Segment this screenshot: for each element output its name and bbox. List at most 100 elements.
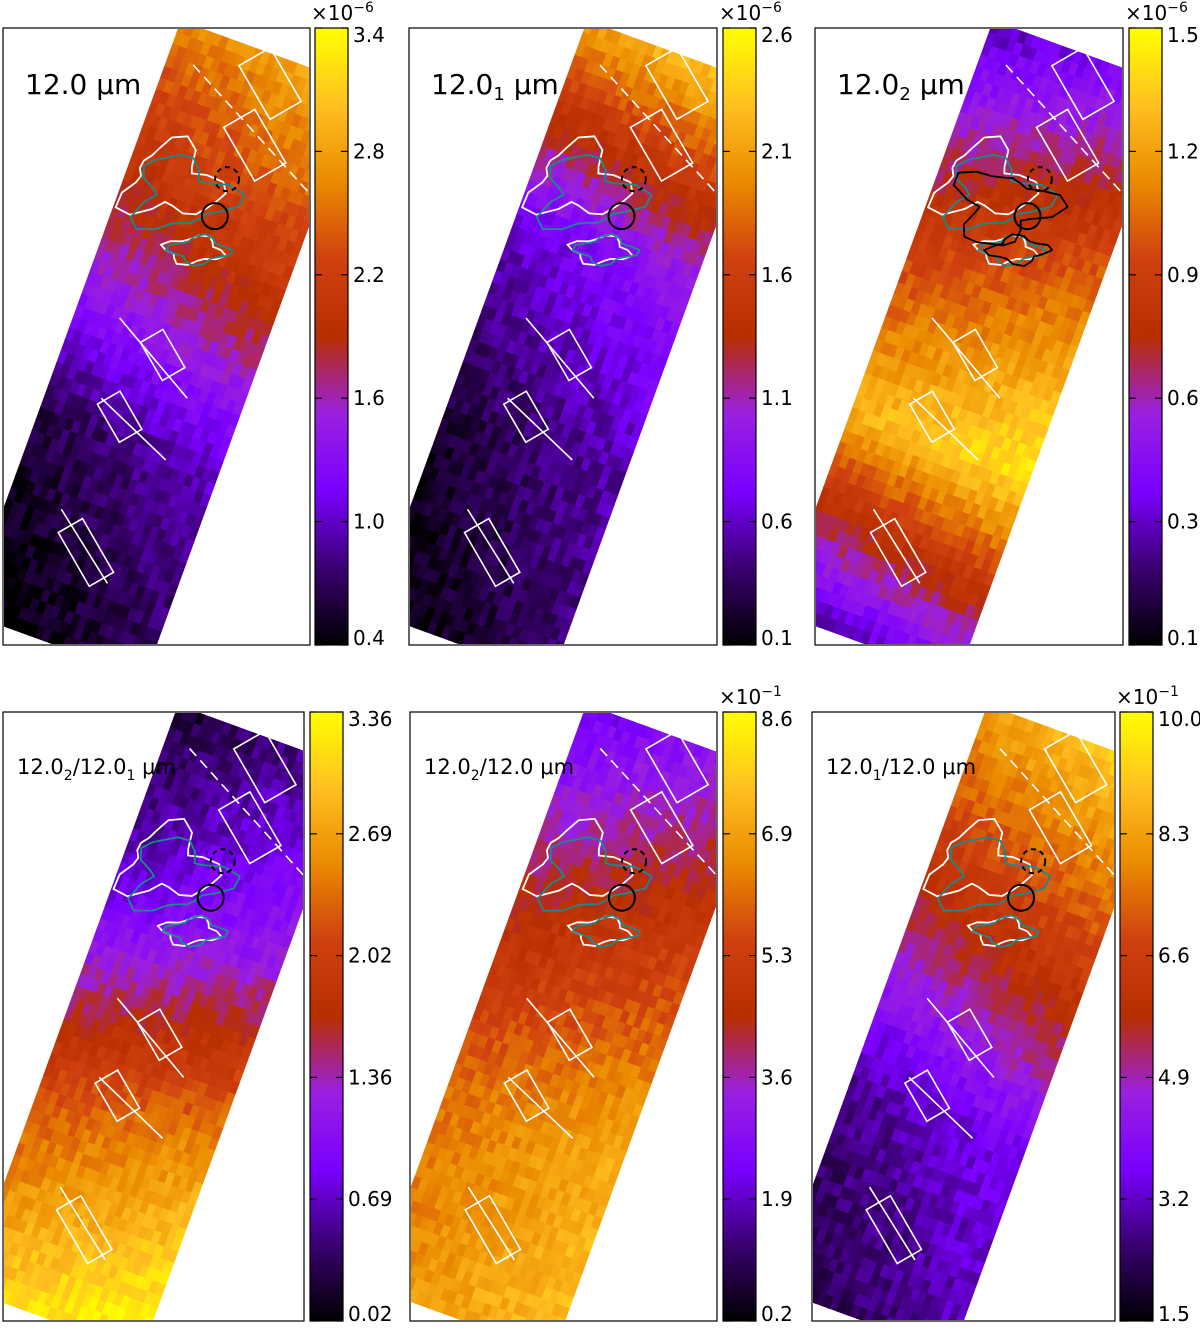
colorbar-tick-label: 0.4 <box>353 626 385 650</box>
annotation-overlay <box>55 729 303 1265</box>
slit-line-top <box>599 747 716 876</box>
contour-white <box>112 817 223 898</box>
contour-teal <box>941 153 1059 231</box>
aperture-box-lower <box>503 1069 551 1123</box>
colorbar-tick-label: 2.6 <box>761 23 793 47</box>
colorbar-tick-label: 3.36 <box>348 707 393 731</box>
panel-frame <box>811 711 1116 1322</box>
contour-white <box>521 817 634 898</box>
contour-black-lower <box>982 233 1053 267</box>
source-circle <box>607 883 636 912</box>
slit-line-top <box>999 748 1114 876</box>
contour-white <box>926 135 1040 216</box>
aperture-box-lower <box>908 390 956 444</box>
contour-teal <box>535 153 653 231</box>
aperture-box-bottom <box>57 517 115 588</box>
colorbar-tick-label: 3.6 <box>761 1065 793 1089</box>
colorbar-tick-label: 2.69 <box>348 822 393 846</box>
slit-line-top <box>1005 64 1122 195</box>
slit-line-top <box>192 64 309 195</box>
panel-1: 12.0 μm 3.4 2.8 2.2 1.6 1.0 0.4 ×10−6 <box>2 0 385 650</box>
colorbar-tick-label: 6.9 <box>761 822 793 846</box>
annotation-overlay <box>463 46 716 588</box>
source-circle-dashed <box>1026 166 1053 193</box>
colorbar <box>309 711 344 1322</box>
contour-teal-lower <box>161 914 230 948</box>
slit-line-lower <box>507 397 573 461</box>
source-circle <box>200 202 229 231</box>
slit-line-bottom <box>59 1186 107 1261</box>
source-circle <box>196 883 225 912</box>
contour-black <box>952 170 1069 247</box>
colorbar-tick-label: 0.3 <box>1167 510 1199 534</box>
slit-line-bottom <box>466 508 515 584</box>
contour-teal-lower <box>971 914 1040 948</box>
slit-line-mid <box>525 317 595 399</box>
source-circle-dashed <box>620 166 647 193</box>
aperture-box-bottom <box>463 517 521 588</box>
contour-teal <box>936 836 1052 912</box>
colorbar-tick-label: 3.4 <box>353 23 385 47</box>
annotation-overlay <box>869 46 1122 588</box>
contour-teal-lower <box>164 233 234 267</box>
colorbar-exponent: ×10−6 <box>311 0 374 25</box>
colorbar-tick-label: 2.2 <box>353 263 385 287</box>
aperture-box-mid <box>546 1008 593 1062</box>
contour-teal <box>536 836 653 912</box>
colorbar-exponent: ×10−6 <box>1125 0 1188 25</box>
aperture-box-upper <box>1035 108 1100 183</box>
aperture-box-lower <box>502 390 550 444</box>
slit-line-bottom <box>467 1186 516 1261</box>
colorbar <box>1128 27 1163 646</box>
aperture-box-upper <box>629 108 694 183</box>
panel-frame <box>409 711 718 1322</box>
colorbar-tick-label: 8.6 <box>761 707 793 731</box>
panel-frame <box>2 711 305 1322</box>
colorbar-tick-label: 5.3 <box>761 944 793 968</box>
colorbar-tick-label: 1.6 <box>353 386 385 410</box>
contour-teal <box>126 836 241 912</box>
slit-line-lower <box>507 1076 574 1139</box>
colorbar-tick-label: 2.02 <box>348 944 393 968</box>
aperture-box-mid <box>951 328 999 382</box>
heatmap-image <box>816 29 1122 644</box>
colorbar-exponent: ×10−1 <box>719 684 782 709</box>
source-circle-dashed <box>209 848 236 875</box>
panel-frame <box>2 27 311 646</box>
colorbar-tick-label: 0.02 <box>348 1302 393 1326</box>
aperture-box-lower <box>94 1069 141 1123</box>
aperture-box-top <box>644 729 710 804</box>
panel-title: 12.02/12.0 μm <box>424 755 574 784</box>
colorbar-tick-label: 8.3 <box>1158 822 1190 846</box>
panel-5: 12.02/12.0 μm 8.6 6.9 5.3 3.6 1.9 0.2 ×10−1 <box>409 684 793 1326</box>
slit-line-bottom <box>872 508 921 584</box>
slit-line-mid <box>116 997 185 1078</box>
panel-title: 12.01 μm <box>431 68 559 105</box>
aperture-box-upper <box>222 108 287 183</box>
aperture-box-top <box>237 46 303 121</box>
aperture-box-bottom <box>865 1194 923 1265</box>
colorbar-tick-label: 0.69 <box>348 1187 393 1211</box>
colorbar-tick-label: 6.6 <box>1158 944 1190 968</box>
contour-white <box>114 135 227 216</box>
heatmap-image <box>4 713 303 1320</box>
aperture-box-upper <box>1028 790 1093 865</box>
slit-line-mid <box>926 997 995 1078</box>
aperture-box-mid <box>136 1008 183 1062</box>
panel-title: 12.0 μm <box>25 68 141 101</box>
annotation-overlay <box>464 729 716 1265</box>
colorbar-exponent: ×10−1 <box>1116 684 1179 709</box>
panel-6: 12.01/12.0 μm 10.0 8.3 6.6 4.9 3.2 1.5 ×10−1 <box>811 684 1200 1326</box>
panel-2: 12.01 μm 2.6 2.1 1.6 1.1 0.6 0.1 ×10−6 <box>408 0 793 650</box>
source-circle <box>1007 883 1036 912</box>
colorbar <box>722 711 757 1322</box>
colorbar-tick-label: 0.1 <box>761 626 793 650</box>
aperture-box-top <box>644 46 710 121</box>
colorbar-tick-label: 1.5 <box>1167 23 1199 47</box>
slit-line-lower <box>908 1076 974 1139</box>
aperture-box-mid <box>545 328 593 382</box>
colorbar-tick-label: 0.9 <box>1167 263 1199 287</box>
heatmap-image <box>813 713 1114 1320</box>
aperture-box-mid <box>139 328 186 382</box>
colorbar-tick-label: 1.6 <box>761 263 793 287</box>
